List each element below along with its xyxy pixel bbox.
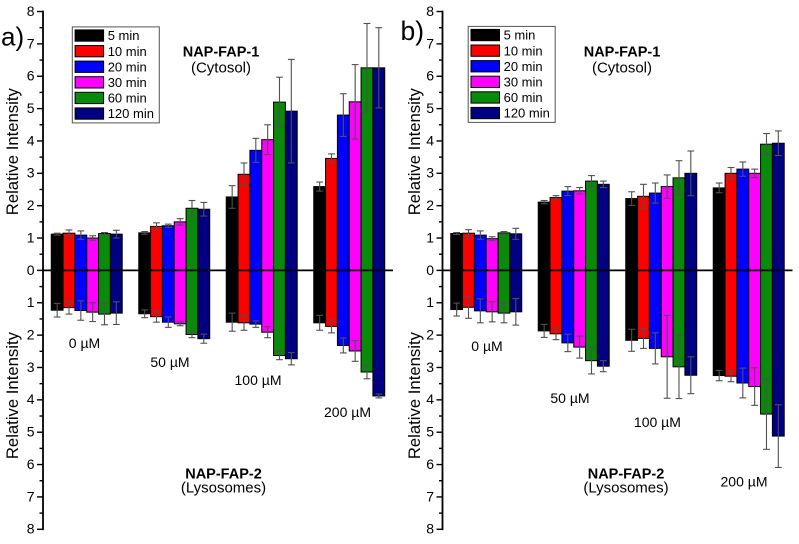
svg-text:60 min: 60 min (504, 90, 543, 105)
svg-text:5: 5 (27, 100, 35, 116)
svg-text:5: 5 (27, 424, 35, 440)
svg-text:2: 2 (426, 197, 434, 213)
svg-text:5 min: 5 min (108, 28, 140, 43)
svg-text:Relative Intensity: Relative Intensity (405, 88, 424, 216)
svg-text:1: 1 (27, 294, 35, 310)
svg-text:1: 1 (426, 229, 434, 245)
svg-text:8: 8 (27, 521, 35, 537)
svg-text:200 µM: 200 µM (721, 474, 768, 490)
svg-text:2: 2 (426, 327, 434, 343)
svg-text:3: 3 (426, 165, 434, 181)
svg-text:3: 3 (426, 359, 434, 375)
svg-text:Relative Intensity: Relative Intensity (3, 88, 22, 216)
svg-text:20 min: 20 min (504, 59, 543, 74)
svg-text:10 min: 10 min (504, 43, 543, 58)
svg-text:5: 5 (426, 100, 434, 116)
svg-text:0 µM: 0 µM (69, 335, 100, 351)
svg-text:1: 1 (426, 294, 434, 310)
svg-text:120 min: 120 min (504, 106, 550, 121)
svg-text:(Lysosomes): (Lysosomes) (583, 479, 668, 496)
svg-text:120 min: 120 min (108, 106, 154, 121)
svg-text:60 min: 60 min (108, 91, 147, 106)
svg-text:2: 2 (27, 197, 35, 213)
svg-text:5: 5 (426, 424, 434, 440)
svg-text:(Lysosomes): (Lysosomes) (181, 479, 266, 496)
svg-text:200 µM: 200 µM (324, 404, 371, 420)
svg-text:b): b) (401, 16, 425, 46)
svg-text:20 min: 20 min (108, 59, 147, 74)
svg-text:7: 7 (27, 35, 35, 51)
svg-text:4: 4 (426, 132, 434, 148)
svg-text:3: 3 (27, 359, 35, 375)
svg-text:8: 8 (426, 521, 434, 537)
svg-text:NAP-FAP-1: NAP-FAP-1 (584, 44, 661, 60)
svg-text:7: 7 (27, 488, 35, 504)
svg-text:4: 4 (27, 132, 35, 148)
svg-text:7: 7 (426, 488, 434, 504)
svg-text:0 µM: 0 µM (471, 338, 502, 354)
svg-text:4: 4 (27, 391, 35, 407)
svg-text:a): a) (1, 22, 24, 52)
svg-text:Relative Intensity: Relative Intensity (3, 331, 22, 459)
svg-text:NAP-FAP-1: NAP-FAP-1 (183, 44, 260, 60)
svg-text:NAP-FAP-2: NAP-FAP-2 (588, 466, 665, 482)
svg-text:1: 1 (27, 229, 35, 245)
svg-text:Relative Intensity: Relative Intensity (405, 331, 424, 459)
svg-text:50 µM: 50 µM (550, 390, 589, 406)
svg-text:8: 8 (27, 3, 35, 19)
svg-text:NAP-FAP-2: NAP-FAP-2 (185, 466, 262, 482)
svg-text:6: 6 (27, 68, 35, 84)
svg-text:3: 3 (27, 165, 35, 181)
svg-text:10 min: 10 min (108, 44, 147, 59)
svg-text:100 µM: 100 µM (235, 372, 282, 388)
svg-text:2: 2 (27, 327, 35, 343)
svg-text:7: 7 (426, 35, 434, 51)
svg-text:0: 0 (27, 262, 35, 278)
svg-text:0: 0 (426, 262, 434, 278)
svg-text:6: 6 (426, 68, 434, 84)
svg-text:(Cytosol): (Cytosol) (191, 59, 251, 76)
svg-text:100 µM: 100 µM (634, 414, 681, 430)
svg-text:(Cytosol): (Cytosol) (592, 59, 652, 76)
svg-text:4: 4 (426, 391, 434, 407)
svg-text:6: 6 (27, 456, 35, 472)
svg-text:5 min: 5 min (504, 28, 536, 43)
svg-text:6: 6 (426, 456, 434, 472)
svg-text:8: 8 (426, 3, 434, 19)
svg-text:50 µM: 50 µM (150, 354, 189, 370)
svg-text:30 min: 30 min (504, 75, 543, 90)
svg-text:30 min: 30 min (108, 75, 147, 90)
